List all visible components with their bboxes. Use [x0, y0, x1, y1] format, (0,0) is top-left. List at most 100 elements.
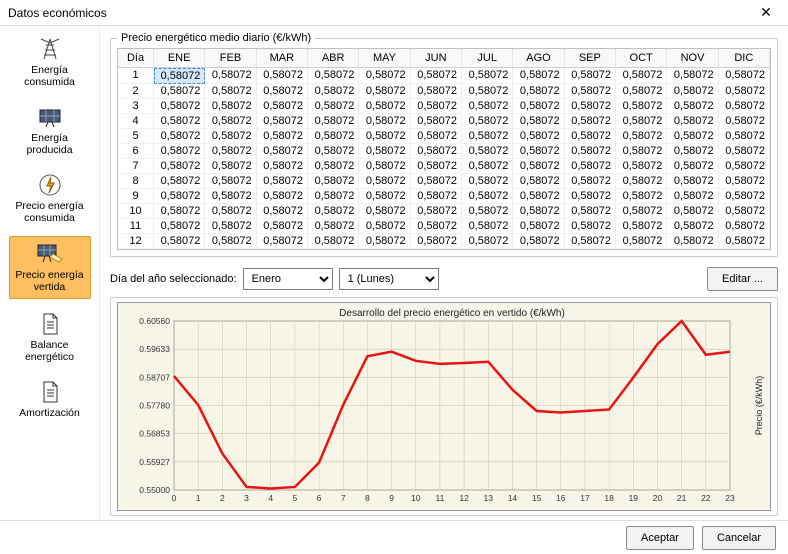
price-cell[interactable]: 0,58072: [359, 84, 410, 99]
price-cell[interactable]: 0,58072: [565, 99, 616, 114]
price-cell[interactable]: 0,58072: [205, 174, 256, 189]
price-cell[interactable]: 0,58072: [257, 114, 308, 129]
price-cell[interactable]: 0,58072: [565, 189, 616, 204]
price-cell[interactable]: 0,58072: [667, 114, 718, 129]
price-cell[interactable]: 0,58072: [359, 68, 410, 84]
price-cell[interactable]: 0,58072: [667, 174, 718, 189]
price-cell[interactable]: 0,58072: [513, 189, 564, 204]
price-cell[interactable]: 0,58072: [462, 234, 513, 249]
price-cell[interactable]: 0,58072: [411, 99, 462, 114]
price-cell[interactable]: 0,58072: [411, 84, 462, 99]
price-cell[interactable]: 0,58072: [719, 174, 770, 189]
price-cell[interactable]: 0,58072: [462, 174, 513, 189]
price-cell[interactable]: 0,58072: [667, 219, 718, 234]
price-cell[interactable]: 0,58072: [719, 219, 770, 234]
price-cell[interactable]: 0,58072: [359, 159, 410, 174]
price-cell[interactable]: 0,58072: [462, 84, 513, 99]
price-cell[interactable]: 0,58072: [719, 159, 770, 174]
price-cell[interactable]: 0,58072: [565, 219, 616, 234]
price-cell[interactable]: 0,58072: [154, 68, 205, 84]
price-cell[interactable]: 0,58072: [513, 99, 564, 114]
price-cell[interactable]: 0,58072: [719, 144, 770, 159]
price-cell[interactable]: 0,58072: [462, 159, 513, 174]
cancel-button[interactable]: Cancelar: [702, 526, 776, 550]
price-cell[interactable]: 0,58072: [616, 129, 667, 144]
close-icon[interactable]: ✕: [752, 4, 780, 21]
price-cell[interactable]: 0,58072: [667, 159, 718, 174]
price-cell[interactable]: 0,58072: [513, 219, 564, 234]
price-cell[interactable]: 0,58072: [667, 84, 718, 99]
price-cell[interactable]: 0,58072: [205, 144, 256, 159]
price-cell[interactable]: 0,58072: [565, 204, 616, 219]
price-cell[interactable]: 0,58072: [154, 129, 205, 144]
price-cell[interactable]: 0,58072: [257, 219, 308, 234]
sidebar-item-1[interactable]: Energía producida: [9, 100, 91, 160]
price-cell[interactable]: 0,58072: [308, 84, 359, 99]
price-cell[interactable]: 0,58072: [667, 204, 718, 219]
price-cell[interactable]: 0,58072: [565, 159, 616, 174]
price-cell[interactable]: 0,58072: [359, 204, 410, 219]
price-cell[interactable]: 0,58072: [257, 174, 308, 189]
price-cell[interactable]: 0,58072: [257, 189, 308, 204]
price-cell[interactable]: 0,58072: [513, 68, 564, 84]
price-cell[interactable]: 0,58072: [513, 114, 564, 129]
price-cell[interactable]: 0,58072: [616, 189, 667, 204]
price-cell[interactable]: 0,58072: [719, 129, 770, 144]
price-cell[interactable]: 0,58072: [308, 174, 359, 189]
price-cell[interactable]: 0,58072: [308, 219, 359, 234]
price-cell[interactable]: 0,58072: [667, 129, 718, 144]
price-cell[interactable]: 0,58072: [616, 114, 667, 129]
sidebar-item-4[interactable]: Balance energético: [9, 307, 91, 367]
price-cell[interactable]: 0,58072: [411, 204, 462, 219]
price-cell[interactable]: 0,58072: [565, 234, 616, 249]
price-cell[interactable]: 0,58072: [667, 189, 718, 204]
price-cell[interactable]: 0,58072: [308, 189, 359, 204]
price-cell[interactable]: 0,58072: [513, 174, 564, 189]
price-cell[interactable]: 0,58072: [205, 234, 256, 249]
price-cell[interactable]: 0,58072: [513, 84, 564, 99]
price-cell[interactable]: 0,58072: [513, 144, 564, 159]
price-cell[interactable]: 0,58072: [719, 68, 770, 84]
price-cell[interactable]: 0,58072: [411, 234, 462, 249]
price-cell[interactable]: 0,58072: [308, 99, 359, 114]
price-cell[interactable]: 0,58072: [462, 99, 513, 114]
price-cell[interactable]: 0,58072: [205, 114, 256, 129]
price-cell[interactable]: 0,58072: [154, 219, 205, 234]
price-cell[interactable]: 0,58072: [154, 159, 205, 174]
price-cell[interactable]: 0,58072: [359, 189, 410, 204]
price-cell[interactable]: 0,58072: [616, 219, 667, 234]
month-select[interactable]: Enero: [243, 268, 333, 290]
price-cell[interactable]: 0,58072: [205, 204, 256, 219]
price-cell[interactable]: 0,58072: [411, 68, 462, 84]
price-cell[interactable]: 0,58072: [513, 204, 564, 219]
price-cell[interactable]: 0,58072: [257, 144, 308, 159]
price-cell[interactable]: 0,58072: [359, 144, 410, 159]
price-cell[interactable]: 0,58072: [154, 114, 205, 129]
price-cell[interactable]: 0,58072: [257, 159, 308, 174]
price-cell[interactable]: 0,58072: [462, 189, 513, 204]
price-cell[interactable]: 0,58072: [205, 129, 256, 144]
price-cell[interactable]: 0,58072: [616, 84, 667, 99]
price-cell[interactable]: 0,58072: [565, 174, 616, 189]
price-cell[interactable]: 0,58072: [205, 159, 256, 174]
price-cell[interactable]: 0,58072: [154, 189, 205, 204]
price-cell[interactable]: 0,58072: [616, 204, 667, 219]
price-cell[interactable]: 0,58072: [308, 144, 359, 159]
price-cell[interactable]: 0,58072: [359, 234, 410, 249]
price-cell[interactable]: 0,58072: [154, 204, 205, 219]
price-cell[interactable]: 0,58072: [719, 84, 770, 99]
price-cell[interactable]: 0,58072: [154, 99, 205, 114]
price-cell[interactable]: 0,58072: [719, 114, 770, 129]
price-cell[interactable]: 0,58072: [205, 99, 256, 114]
price-cell[interactable]: 0,58072: [565, 84, 616, 99]
price-cell[interactable]: 0,58072: [154, 84, 205, 99]
price-cell[interactable]: 0,58072: [359, 129, 410, 144]
price-cell[interactable]: 0,58072: [667, 234, 718, 249]
price-cell[interactable]: 0,58072: [513, 129, 564, 144]
price-cell[interactable]: 0,58072: [616, 174, 667, 189]
price-cell[interactable]: 0,58072: [719, 204, 770, 219]
price-cell[interactable]: 0,58072: [719, 234, 770, 249]
price-cell[interactable]: 0,58072: [257, 84, 308, 99]
sidebar-item-5[interactable]: Amortización: [9, 375, 91, 423]
sidebar-item-3[interactable]: Precio energía vertida: [9, 236, 91, 298]
